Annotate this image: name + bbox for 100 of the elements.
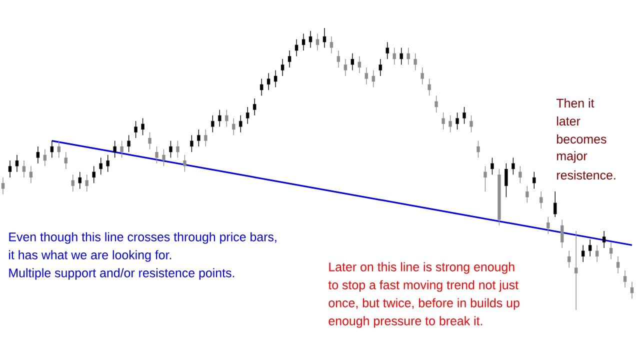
candlestick <box>148 132 152 150</box>
candlestick <box>218 109 222 128</box>
candlestick <box>155 146 158 164</box>
candlestick <box>630 281 634 300</box>
text: enough pressure to break it. <box>328 316 482 328</box>
candlestick <box>448 115 452 133</box>
candlestick <box>400 47 403 66</box>
candlestick <box>609 242 613 260</box>
candlestick <box>428 78 431 96</box>
candlestick <box>336 50 340 68</box>
candlestick <box>288 50 292 68</box>
candlestick <box>211 115 214 133</box>
candlestick <box>554 191 557 218</box>
candlestick <box>36 146 40 164</box>
annotation: once, but twice, before in builds up <box>328 298 520 310</box>
candlestick <box>294 38 298 57</box>
candlestick <box>476 140 480 158</box>
candlestick <box>623 270 627 288</box>
candlestick <box>280 58 284 76</box>
candlestick <box>92 166 96 184</box>
candlestick <box>99 157 102 175</box>
annotation: it has what we are looking for. <box>9 250 172 262</box>
candlestick <box>15 154 19 172</box>
candlestick <box>358 56 362 74</box>
candlestick <box>141 118 144 136</box>
candlestick <box>8 160 12 178</box>
candlestick <box>442 112 445 130</box>
candlestick <box>50 140 54 158</box>
candlestick <box>330 36 334 54</box>
candlestick <box>456 112 459 130</box>
candlestick <box>78 171 82 190</box>
candlestick <box>526 186 529 204</box>
candlestick <box>1 177 5 195</box>
candlestick <box>595 244 599 262</box>
candlestick <box>225 109 228 128</box>
candlestick <box>616 256 620 274</box>
candlestick <box>302 33 306 51</box>
candlestick <box>420 67 424 85</box>
candlestick <box>568 250 571 268</box>
candlestick <box>386 42 389 60</box>
candlestick <box>546 216 550 234</box>
candlestick <box>308 30 312 48</box>
annotation: Multiple support and/or resistence points. <box>9 268 234 280</box>
candlestick <box>512 157 515 175</box>
candlestick <box>266 72 270 90</box>
candlestick <box>350 53 354 71</box>
candlestick <box>43 148 47 167</box>
annotation: resistence. <box>557 170 616 180</box>
candlestick <box>504 163 508 198</box>
candlestick <box>406 47 410 66</box>
candlestick <box>253 98 256 116</box>
candlestick <box>470 115 473 133</box>
candlestick <box>120 140 124 158</box>
candlestick <box>378 58 382 76</box>
candlestick <box>344 58 348 76</box>
candlestick <box>169 140 172 158</box>
candlestick <box>518 166 522 184</box>
candlestick <box>260 78 264 96</box>
candlestick <box>176 140 180 158</box>
candlestick <box>204 129 208 147</box>
candlestick <box>560 219 564 248</box>
candlestick <box>29 166 33 184</box>
candlestick <box>162 148 166 167</box>
candlestick <box>581 244 585 262</box>
candlestick <box>316 33 320 51</box>
annotation: Then it <box>556 98 594 108</box>
candlestick <box>392 47 396 66</box>
candlestick <box>484 166 487 192</box>
candlestick <box>22 160 26 178</box>
annotation: Even though this line crosses through price bars, <box>9 232 276 244</box>
candlestick <box>372 70 376 88</box>
candlestick <box>414 53 417 71</box>
candlestick <box>462 106 466 124</box>
candlestick <box>106 154 110 172</box>
candlestick <box>183 154 186 172</box>
candlestick <box>588 239 592 257</box>
candlestick <box>322 28 326 48</box>
candlestick <box>232 118 236 136</box>
candlestick <box>197 129 200 147</box>
candlestick <box>113 140 116 158</box>
candlestick <box>274 70 278 88</box>
annotation: major <box>557 151 588 163</box>
annotation: Later on this line is strong enough <box>329 262 514 274</box>
candlestick <box>490 157 494 175</box>
candlestick <box>85 174 88 192</box>
candlestick <box>127 134 130 152</box>
candlestick <box>540 191 543 209</box>
candlestick <box>246 106 250 124</box>
candlestick <box>64 152 68 170</box>
annotation: becomes <box>557 134 606 144</box>
candlestick <box>57 140 61 158</box>
candlestick <box>134 120 138 138</box>
candlestick <box>71 174 74 192</box>
annotation: later <box>557 116 580 126</box>
candlestick <box>532 171 536 190</box>
candlestick <box>602 230 606 248</box>
candlestick <box>364 67 368 85</box>
candlestick <box>239 115 242 133</box>
candlestick <box>190 134 194 152</box>
candlestick <box>434 95 438 113</box>
